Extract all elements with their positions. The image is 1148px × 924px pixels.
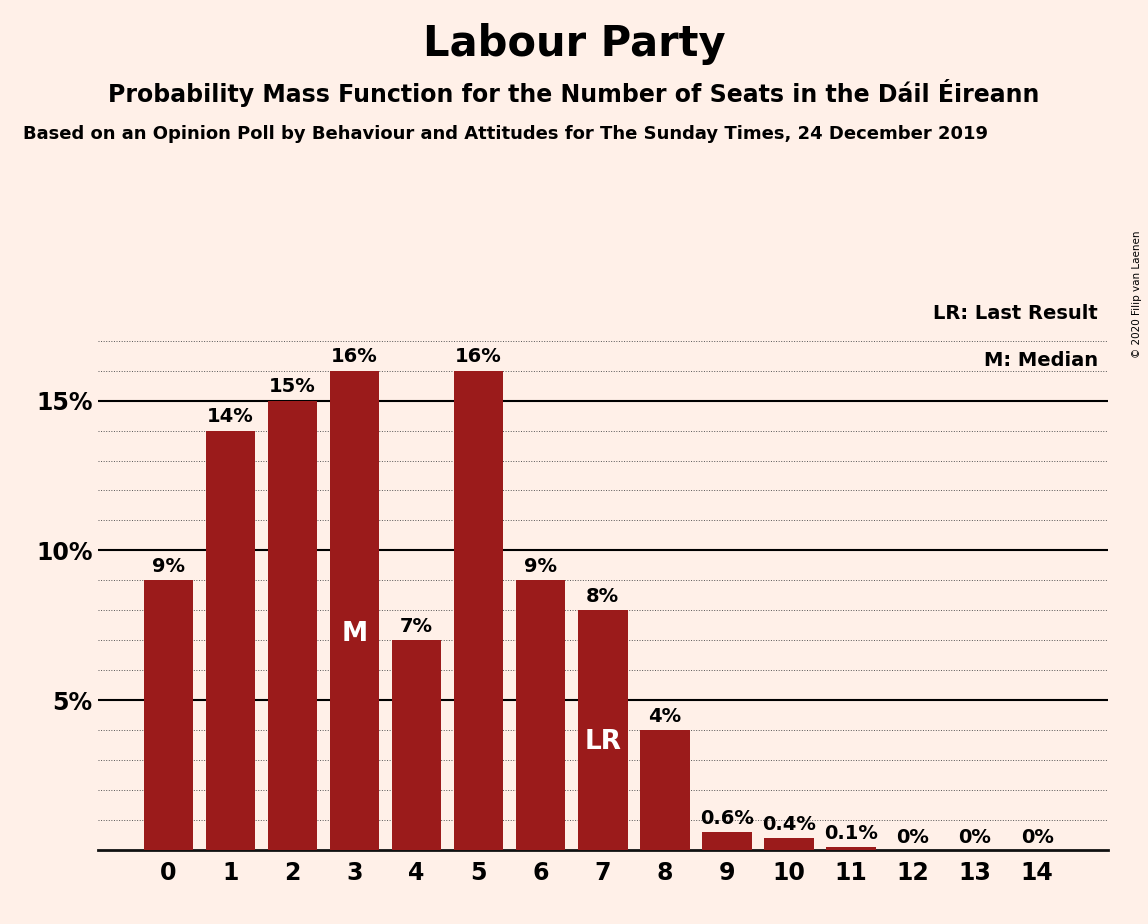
Text: 14%: 14% — [207, 407, 254, 426]
Bar — [267, 401, 317, 850]
Bar — [765, 838, 814, 850]
Bar — [639, 730, 690, 850]
Bar — [701, 833, 752, 850]
Text: Labour Party: Labour Party — [422, 23, 726, 65]
Text: 15%: 15% — [269, 377, 316, 396]
Text: 9%: 9% — [152, 557, 185, 576]
Text: Probability Mass Function for the Number of Seats in the Dáil Éireann: Probability Mass Function for the Number… — [108, 79, 1040, 106]
Text: LR: Last Result: LR: Last Result — [933, 304, 1097, 323]
Bar — [144, 580, 193, 850]
Bar — [515, 580, 566, 850]
Text: 0.6%: 0.6% — [700, 808, 754, 828]
Text: 16%: 16% — [331, 347, 378, 366]
Text: 0%: 0% — [959, 828, 992, 847]
Bar — [391, 640, 441, 850]
Text: © 2020 Filip van Laenen: © 2020 Filip van Laenen — [1132, 231, 1142, 359]
Bar — [577, 611, 628, 850]
Text: M: M — [341, 621, 367, 648]
Text: M: Median: M: Median — [984, 351, 1097, 371]
Text: 0%: 0% — [897, 828, 930, 847]
Text: Based on an Opinion Poll by Behaviour and Attitudes for The Sunday Times, 24 Dec: Based on an Opinion Poll by Behaviour an… — [23, 125, 988, 142]
Bar — [827, 847, 876, 850]
Text: 9%: 9% — [525, 557, 557, 576]
Bar — [329, 371, 379, 850]
Bar — [453, 371, 504, 850]
Text: 8%: 8% — [587, 587, 619, 606]
Text: 4%: 4% — [649, 707, 681, 725]
Text: 7%: 7% — [400, 617, 433, 636]
Text: 0%: 0% — [1021, 828, 1054, 847]
Text: 16%: 16% — [456, 347, 502, 366]
Text: 0.1%: 0.1% — [824, 823, 878, 843]
Text: 0.4%: 0.4% — [762, 815, 816, 833]
Bar — [205, 431, 255, 850]
Text: LR: LR — [584, 729, 621, 755]
